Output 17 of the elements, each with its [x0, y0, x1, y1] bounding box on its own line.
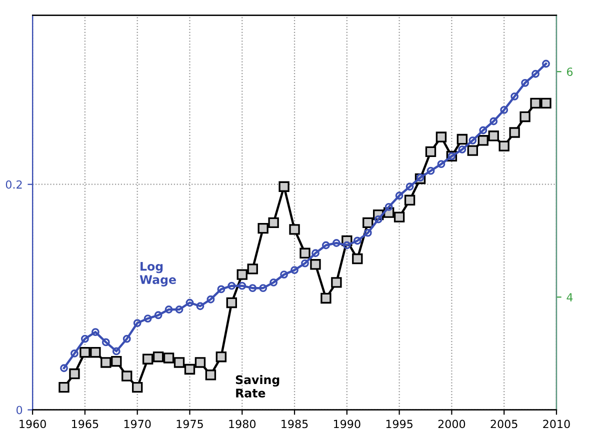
x-tick-label: 2010 — [543, 420, 570, 428]
series-label: Saving Rate — [236, 375, 280, 398]
series-label: Log Wage — [140, 262, 176, 286]
y2-tick-label: 6 — [566, 68, 573, 76]
y-tick-label: 0.2 — [6, 180, 22, 189]
x-tick-label: 1980 — [229, 420, 256, 428]
y2-tick-label: 4 — [566, 293, 573, 302]
x-tick-label: 1970 — [124, 420, 151, 428]
x-tick-label: 1995 — [386, 420, 412, 428]
x-tick-label: 1975 — [176, 420, 203, 428]
x-tick-label: 1985 — [282, 420, 308, 428]
x-tick-label: 1960 — [20, 420, 46, 428]
x-tick-label: 2005 — [490, 420, 518, 428]
y-tick-label: 0 — [16, 406, 22, 414]
x-tick-label: 2000 — [438, 420, 466, 428]
x-tick-label: 1965 — [72, 420, 98, 428]
x-tick-label: 1990 — [334, 420, 360, 428]
